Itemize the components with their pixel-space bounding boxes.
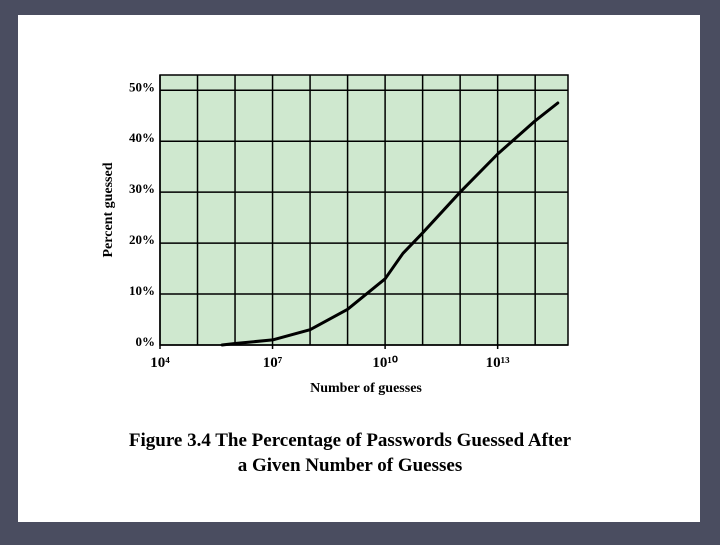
x-tick-label: 10⁷ xyxy=(263,355,283,371)
x-tick-label: 10¹³ xyxy=(486,355,510,371)
y-tick-label: 30% xyxy=(129,181,155,196)
caption-line: a Given Number of Guesses xyxy=(238,455,462,476)
plot-area xyxy=(159,74,569,346)
y-tick-label: 0% xyxy=(136,334,156,349)
y-tick-label: 40% xyxy=(129,130,155,145)
data-line xyxy=(220,101,560,347)
x-tick-label: 10⁴ xyxy=(150,355,170,371)
caption-line: Figure 3.4 The Percentage of Passwords G… xyxy=(129,430,572,451)
y-tick-label: 50% xyxy=(129,79,155,94)
x-axis-label: Number of guesses xyxy=(310,381,422,396)
y-tick-label: 20% xyxy=(129,232,155,247)
y-axis-label: Percent guessed xyxy=(101,162,116,257)
y-tick-label: 10% xyxy=(129,283,155,298)
x-tick-label: 10¹⁰ xyxy=(372,355,398,371)
